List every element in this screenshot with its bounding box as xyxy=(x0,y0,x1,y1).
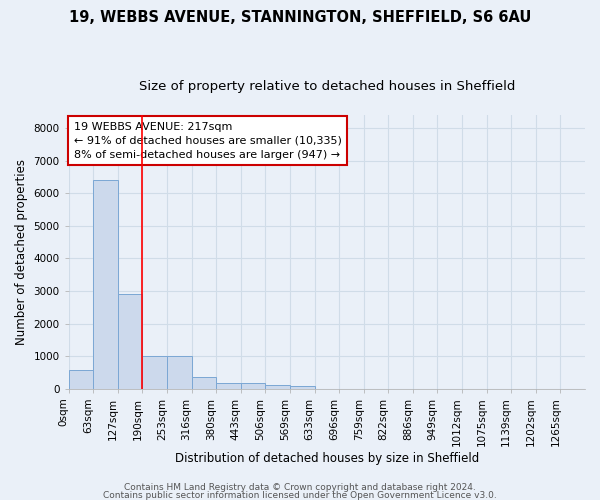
Bar xyxy=(118,294,142,388)
Bar xyxy=(216,384,241,388)
Title: Size of property relative to detached houses in Sheffield: Size of property relative to detached ho… xyxy=(139,80,515,93)
Y-axis label: Number of detached properties: Number of detached properties xyxy=(15,159,28,345)
Text: 19, WEBBS AVENUE, STANNINGTON, SHEFFIELD, S6 6AU: 19, WEBBS AVENUE, STANNINGTON, SHEFFIELD… xyxy=(69,10,531,25)
X-axis label: Distribution of detached houses by size in Sheffield: Distribution of detached houses by size … xyxy=(175,452,479,465)
Bar xyxy=(241,384,265,388)
Bar xyxy=(290,386,314,388)
Bar xyxy=(69,370,93,388)
Bar xyxy=(167,356,191,388)
Bar xyxy=(142,356,167,388)
Bar xyxy=(93,180,118,388)
Bar xyxy=(191,377,216,388)
Text: Contains public sector information licensed under the Open Government Licence v3: Contains public sector information licen… xyxy=(103,490,497,500)
Text: 19 WEBBS AVENUE: 217sqm
← 91% of detached houses are smaller (10,335)
8% of semi: 19 WEBBS AVENUE: 217sqm ← 91% of detache… xyxy=(74,122,342,160)
Text: Contains HM Land Registry data © Crown copyright and database right 2024.: Contains HM Land Registry data © Crown c… xyxy=(124,484,476,492)
Bar xyxy=(265,386,290,388)
